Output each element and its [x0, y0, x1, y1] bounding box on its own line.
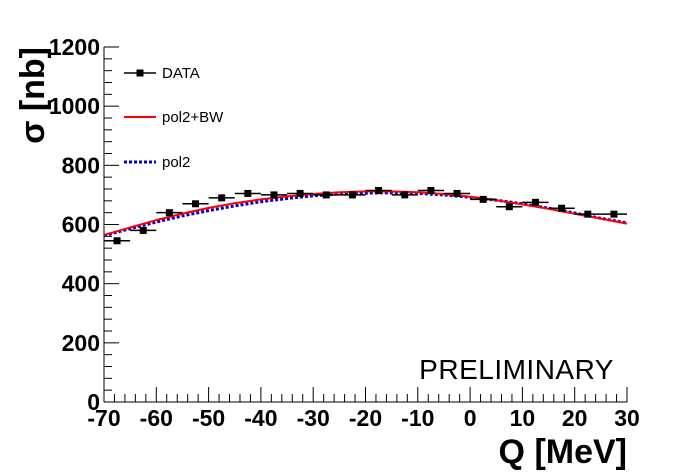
data-point-marker [558, 204, 566, 212]
data-point [548, 204, 575, 212]
data-point-marker [113, 237, 121, 245]
data-point-marker [479, 195, 487, 203]
legend-item: pol2 [124, 154, 190, 171]
y-tick-label: 200 [62, 330, 100, 356]
y-tick-label: 600 [62, 212, 100, 238]
data-point [574, 210, 601, 218]
data-point [234, 189, 261, 197]
x-tick-label: 10 [510, 405, 536, 431]
x-tick-label: -20 [349, 405, 382, 431]
data-point [156, 209, 183, 217]
curves-group [103, 190, 628, 238]
data-point [443, 189, 471, 197]
data-point-marker [139, 226, 147, 234]
data-point-marker [531, 198, 539, 206]
x-tick-label: -50 [192, 405, 225, 431]
x-tick-label: 0 [464, 405, 477, 431]
data-point-marker [244, 189, 252, 197]
data-point [104, 237, 131, 245]
x-tick-label: -70 [87, 405, 120, 431]
data-point [600, 210, 627, 218]
data-point-marker [584, 210, 592, 218]
data-points-group [104, 186, 627, 245]
data-point [522, 198, 549, 206]
data-point [470, 195, 497, 203]
x-tick-label: -30 [297, 405, 330, 431]
data-point-marker [427, 186, 435, 194]
data-point-marker [375, 186, 383, 194]
data-point-marker [348, 191, 356, 199]
data-point-marker [165, 209, 173, 217]
y-tick-label: 400 [62, 271, 100, 297]
preliminary-annotation: PRELIMINARY [419, 354, 614, 385]
data-point-marker [505, 203, 513, 211]
y-tick-label: 1000 [49, 93, 100, 119]
x-axis-title: Q [MeV] [499, 433, 627, 471]
legend-label: pol2+BW [162, 109, 224, 126]
x-tick-label: -60 [140, 405, 173, 431]
data-point-marker [453, 189, 461, 197]
legend-marker [136, 69, 144, 77]
data-point-marker [401, 191, 409, 199]
y-axis-title: σ [nb] [14, 47, 52, 144]
data-point [287, 189, 314, 197]
x-tick-label: 30 [614, 405, 640, 431]
data-point [130, 226, 157, 234]
data-point [182, 200, 209, 208]
data-point-marker [270, 191, 278, 199]
legend-item: pol2+BW [124, 109, 224, 126]
data-point [391, 191, 418, 199]
y-tick-label: 800 [62, 152, 100, 178]
data-point-marker [322, 191, 330, 199]
y-tick-label: 1200 [49, 34, 100, 60]
data-point [365, 186, 392, 194]
plot-frame-group [103, 47, 627, 403]
data-point [417, 186, 444, 194]
legend-label: pol2 [162, 154, 190, 171]
x-tick-label: -10 [401, 405, 434, 431]
data-point-marker [218, 194, 226, 202]
data-point-marker [296, 189, 304, 197]
data-point [313, 191, 340, 199]
data-point-marker [192, 200, 200, 208]
x-tick-label: -40 [244, 405, 277, 431]
data-point [208, 194, 235, 202]
y-tick-label: 0 [87, 389, 100, 415]
data-point [260, 191, 288, 199]
data-point-marker [610, 210, 618, 218]
legend-label: DATA [162, 65, 200, 82]
data-point [339, 191, 366, 199]
x-tick-label: 20 [562, 405, 588, 431]
legend-item: DATA [124, 65, 200, 82]
pol2-bw-curve [103, 190, 628, 236]
data-point [496, 203, 523, 211]
legend: DATA pol2+BW pol2 [124, 65, 224, 171]
